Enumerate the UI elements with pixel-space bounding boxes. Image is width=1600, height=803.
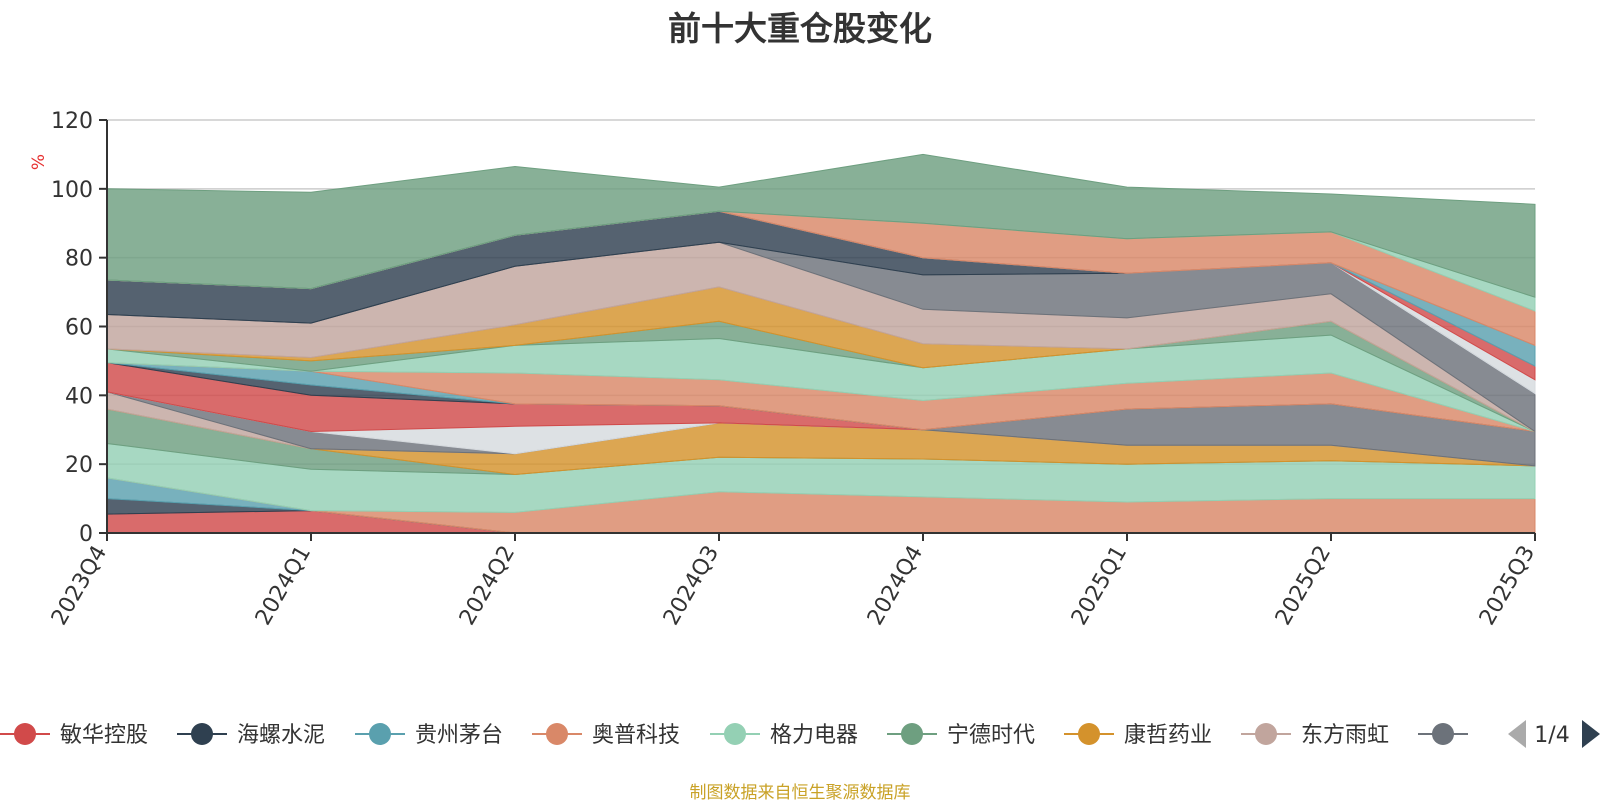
legend-label: 格力电器 — [770, 723, 858, 748]
x-tick-label: 2023Q4 — [47, 542, 112, 630]
legend-marker — [1078, 723, 1100, 745]
chart-title: 前十大重仓股变化 — [668, 9, 932, 48]
legend-item[interactable]: 海螺水泥 — [177, 723, 325, 748]
area-series[interactable] — [106, 153, 1536, 298]
legend-prev-icon[interactable] — [1508, 720, 1526, 748]
x-tick-label: 2024Q2 — [455, 542, 520, 630]
legend-label: 东方雨虹 — [1301, 723, 1389, 748]
legend-marker — [369, 723, 391, 745]
y-tick-label: 20 — [65, 453, 93, 478]
y-tick-label: 80 — [65, 247, 93, 272]
x-tick-label: 2024Q4 — [863, 542, 928, 630]
x-tick-label: 2025Q2 — [1271, 542, 1336, 630]
y-axis-unit: % — [29, 154, 49, 170]
x-tick-label: 2024Q1 — [251, 542, 316, 630]
legend-marker — [1255, 723, 1277, 745]
y-tick-label: 0 — [79, 522, 93, 547]
legend-label: 宁德时代 — [947, 723, 1035, 748]
y-tick-label: 100 — [51, 178, 93, 203]
legend-label: 奥普科技 — [592, 723, 680, 748]
source-note: 制图数据来自恒生聚源数据库 — [689, 783, 911, 803]
legend-marker — [546, 723, 568, 745]
legend-page-indicator: 1/4 — [1534, 723, 1569, 748]
legend-marker — [1432, 723, 1454, 745]
legend-marker — [191, 723, 213, 745]
legend-marker — [14, 723, 36, 745]
y-tick-label: 40 — [65, 384, 93, 409]
legend: 敏华控股 海螺水泥 贵州茅台 奥普科技 格力电器 宁德时代 康哲药业 东方雨虹 1/4 — [0, 720, 1600, 748]
y-tick-label: 60 — [65, 316, 93, 341]
legend-item[interactable]: 格力电器 — [710, 723, 858, 748]
x-tick-label: 2025Q3 — [1475, 542, 1540, 630]
legend-next-icon[interactable] — [1582, 720, 1600, 748]
legend-marker — [901, 723, 923, 745]
legend-marker — [724, 723, 746, 745]
x-tick-label: 2025Q1 — [1067, 542, 1132, 630]
legend-label: 康哲药业 — [1124, 723, 1212, 748]
y-tick-label: 120 — [51, 109, 93, 134]
legend-label: 海螺水泥 — [237, 723, 325, 748]
x-tick-label: 2024Q3 — [659, 542, 724, 630]
legend-label: 敏华控股 — [60, 723, 148, 748]
legend-item[interactable]: 康哲药业 — [1064, 723, 1212, 748]
area-layer — [106, 153, 1536, 534]
legend-item[interactable]: 宁德时代 — [887, 723, 1035, 748]
legend-item[interactable]: 奥普科技 — [532, 723, 680, 748]
legend-item[interactable] — [1418, 723, 1468, 745]
legend-item[interactable]: 敏华控股 — [0, 723, 148, 748]
legend-label: 贵州茅台 — [415, 723, 503, 748]
legend-item[interactable]: 东方雨虹 — [1241, 723, 1389, 748]
legend-item[interactable]: 贵州茅台 — [355, 723, 503, 748]
